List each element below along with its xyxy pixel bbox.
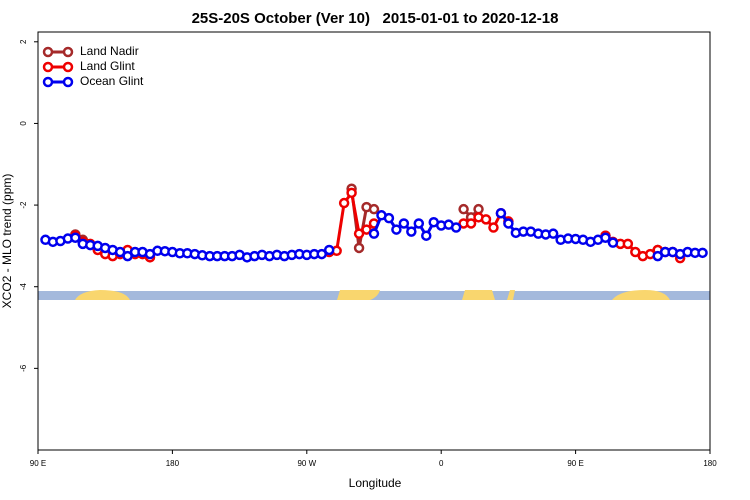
chart-title: 25S-20S October (Ver 10) 2015-01-01 to 2…	[192, 10, 559, 27]
land-mask	[38, 290, 710, 300]
legend-label: Land Glint	[80, 59, 135, 73]
data-point	[652, 250, 663, 262]
data-point	[353, 242, 365, 254]
data-point	[398, 218, 410, 229]
data-point	[503, 218, 514, 229]
data-point	[473, 203, 484, 215]
legend-marker	[62, 46, 74, 58]
x-tick-label: 90 E	[567, 459, 583, 468]
data-point	[697, 247, 708, 259]
data-point	[421, 230, 432, 241]
legend-label: Ocean Glint	[80, 74, 144, 88]
legend-marker	[42, 61, 54, 73]
land-patch	[337, 290, 380, 300]
y-tick-label: -2	[19, 201, 28, 209]
data-point	[450, 222, 462, 233]
data-point	[607, 237, 619, 248]
data-point	[458, 203, 469, 215]
data-point	[600, 232, 611, 243]
data-point	[70, 232, 81, 243]
data-point	[406, 226, 417, 237]
x-tick-label: 0	[439, 459, 444, 468]
data-point	[630, 246, 641, 258]
y-tick-label: 0	[19, 121, 28, 126]
y-tick-label: -4	[19, 283, 28, 291]
y-tick-label: 2	[19, 39, 28, 44]
data-point	[391, 224, 402, 235]
y-tick-label: -6	[19, 364, 28, 372]
x-tick-label: 180	[703, 459, 717, 468]
data-point	[114, 246, 126, 258]
land-patch	[612, 290, 670, 300]
data-point	[622, 238, 634, 250]
data-point	[361, 224, 372, 235]
land-patch	[507, 290, 515, 300]
data-point	[353, 228, 365, 239]
data-point	[480, 214, 492, 225]
data-point	[413, 218, 425, 229]
x-axis-label: Longitude	[349, 476, 402, 490]
legend-label: Land Nadir	[80, 44, 139, 58]
data-point	[346, 187, 357, 199]
data-point	[495, 207, 507, 219]
legend-marker	[42, 46, 54, 58]
land-patch	[75, 290, 130, 300]
y-axis-label: XCO2 - MLO trend (ppm)	[0, 174, 14, 309]
data-point	[465, 218, 477, 229]
data-point	[338, 197, 350, 209]
data-point	[368, 203, 380, 215]
x-tick-label: 90 W	[297, 459, 316, 468]
data-point	[323, 244, 335, 256]
data-point	[368, 228, 380, 239]
land-patch	[462, 290, 495, 300]
plot-frame	[37, 31, 711, 451]
legend-marker	[42, 76, 54, 88]
x-tick-label: 90 E	[30, 459, 46, 468]
data-point	[122, 250, 133, 262]
data-point	[488, 222, 499, 233]
data-point	[383, 212, 395, 224]
data-point	[547, 228, 559, 239]
x-tick-label: 180	[166, 459, 180, 468]
data-point	[316, 248, 327, 260]
legend-marker	[62, 76, 74, 88]
legend-marker	[62, 61, 74, 73]
